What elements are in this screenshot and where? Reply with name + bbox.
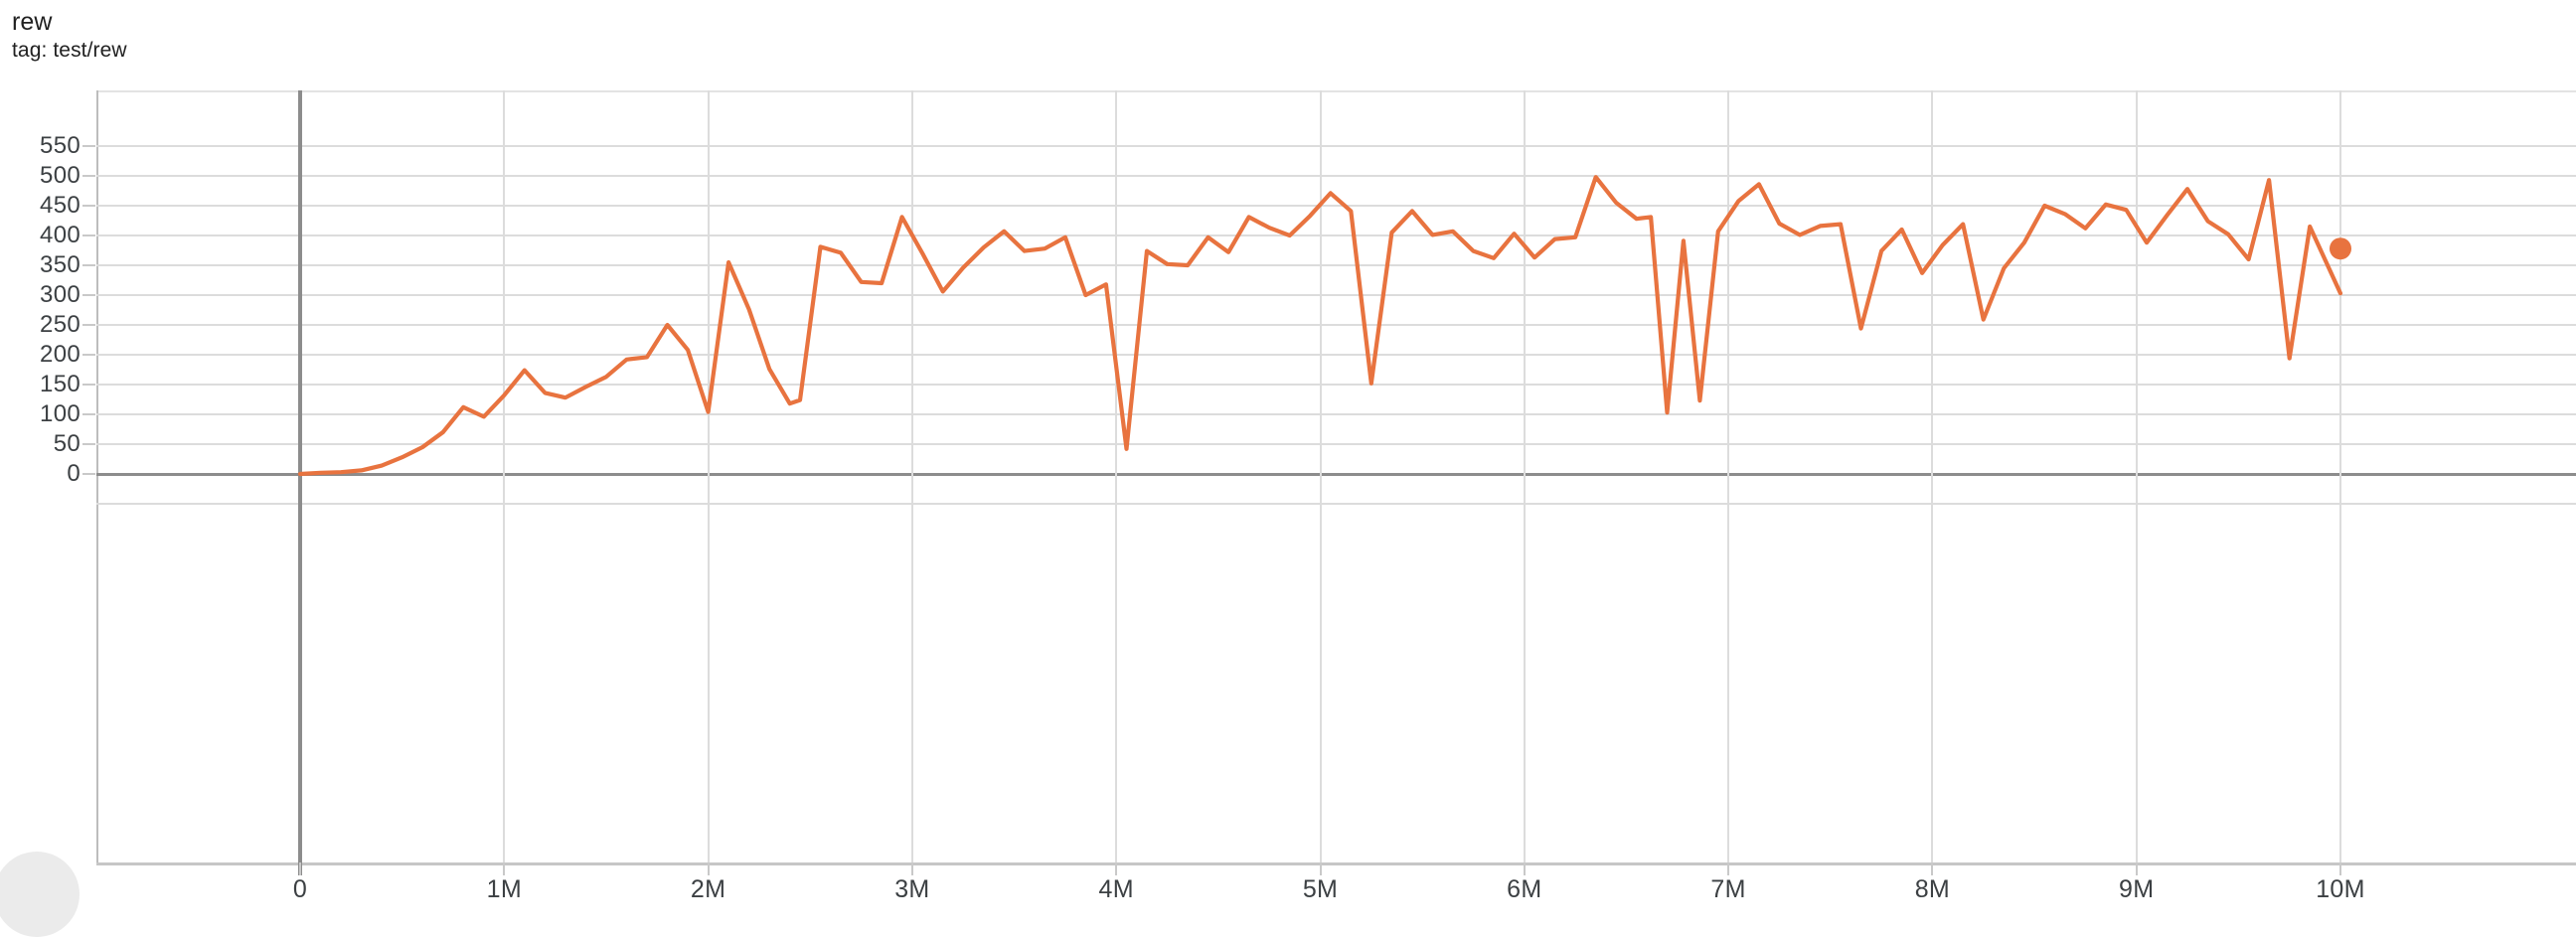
x-tick-mark [299, 862, 301, 875]
y-gridline [96, 145, 2576, 147]
y-tick-mark [82, 413, 95, 415]
y-tick-mark [82, 264, 95, 266]
x-axis-tick-label: 3M [894, 875, 930, 903]
x-axis-tick-label: 7M [1710, 875, 1746, 903]
y-gridline [96, 205, 2576, 207]
y-axis-tick-label: 500 [40, 162, 80, 189]
x-axis-tick-label: 9M [2119, 875, 2155, 903]
y-gridline [96, 324, 2576, 326]
y-tick-mark [82, 175, 95, 177]
y-tick-mark [82, 354, 95, 356]
y-tick-mark [82, 234, 95, 236]
x-axis-tick-label: 10M [2316, 875, 2365, 903]
last-point-marker [2330, 237, 2351, 260]
x-axis-tick-label: 5M [1302, 875, 1339, 903]
y-gridline [96, 175, 2576, 177]
x-axis-tick-label: 4M [1098, 875, 1134, 903]
x-axis-tick-label: 6M [1507, 875, 1542, 903]
x-tick-mark [503, 862, 506, 875]
x-tick-mark [910, 862, 913, 875]
x-gridline [1931, 90, 1934, 862]
y-gridline [96, 234, 2576, 236]
x-gridline [2339, 90, 2341, 862]
y-tick-mark [82, 384, 95, 386]
x-tick-mark [1523, 862, 1526, 875]
y-axis-tick-label: 450 [40, 192, 80, 219]
y-tick-mark [82, 145, 95, 147]
y-gridline [96, 413, 2576, 415]
y-axis-tick-label: 300 [40, 281, 80, 308]
y-axis-tick-label: 150 [40, 371, 80, 397]
y-gridline [96, 503, 2576, 505]
plot-area[interactable]: 0 50 100 150 200 250 300 350 400 450 500 550 0 1M 2M 3… [40, 90, 2576, 903]
x-gridline [1727, 90, 1730, 862]
y-axis-tick-label: 200 [40, 341, 80, 368]
series-line-chart [297, 175, 2351, 477]
y-tick-mark [82, 443, 95, 445]
x-gridline [1115, 90, 1118, 862]
plot-top-border [96, 90, 2576, 92]
scalar-chart-card: rew tag: test/rew 0 50 100 150 200 250 300 350 4… [0, 8, 2576, 937]
x-tick-mark [1319, 862, 1322, 875]
x-tick-mark [1115, 862, 1118, 875]
y-tick-mark [82, 294, 95, 296]
y-tick-mark [82, 205, 95, 207]
chart-tag-label: tag: test/rew [12, 39, 127, 62]
x-tick-mark [1931, 862, 1934, 875]
x-axis-tick-label: 2M [690, 875, 726, 903]
y-axis-tick-label: 100 [40, 400, 80, 427]
x-axis-tick-label: 1M [486, 875, 522, 903]
y-gridline [96, 294, 2576, 296]
x-tick-mark [1727, 862, 1730, 875]
x-gridline [707, 90, 710, 862]
x-gridline [298, 90, 302, 875]
x-gridline [1523, 90, 1526, 862]
x-gridline [503, 90, 506, 862]
y-gridline [96, 443, 2576, 445]
y-tick-mark [82, 324, 95, 326]
x-axis-tick-label: 8M [1914, 875, 1951, 903]
x-gridline [910, 90, 913, 862]
y-axis-tick-label: 250 [40, 311, 80, 338]
x-axis-rule [96, 862, 2576, 865]
x-tick-mark [2135, 862, 2138, 875]
x-tick-mark [707, 862, 710, 875]
y-gridline [96, 384, 2576, 386]
series-polyline [297, 175, 2343, 477]
y-tick-mark [82, 473, 95, 475]
y-axis-tick-label: 550 [40, 132, 80, 159]
plot-left-border [96, 90, 98, 862]
chart-header: rew tag: test/rew [12, 8, 127, 64]
y-axis-tick-label: 50 [53, 430, 80, 457]
floating-action-button[interactable] [0, 852, 80, 937]
x-tick-mark [2339, 862, 2341, 875]
y-axis-tick-label: 350 [40, 251, 80, 278]
page-title: rew [12, 8, 53, 36]
y-gridline [96, 264, 2576, 266]
y-axis-tick-label: 0 [67, 460, 80, 487]
y-gridline [96, 473, 2576, 476]
x-axis-tick-label: 0 [292, 875, 308, 903]
y-axis-tick-label: 400 [40, 222, 80, 248]
y-gridline [96, 354, 2576, 356]
x-gridline [2135, 90, 2138, 862]
x-gridline [1319, 90, 1322, 862]
